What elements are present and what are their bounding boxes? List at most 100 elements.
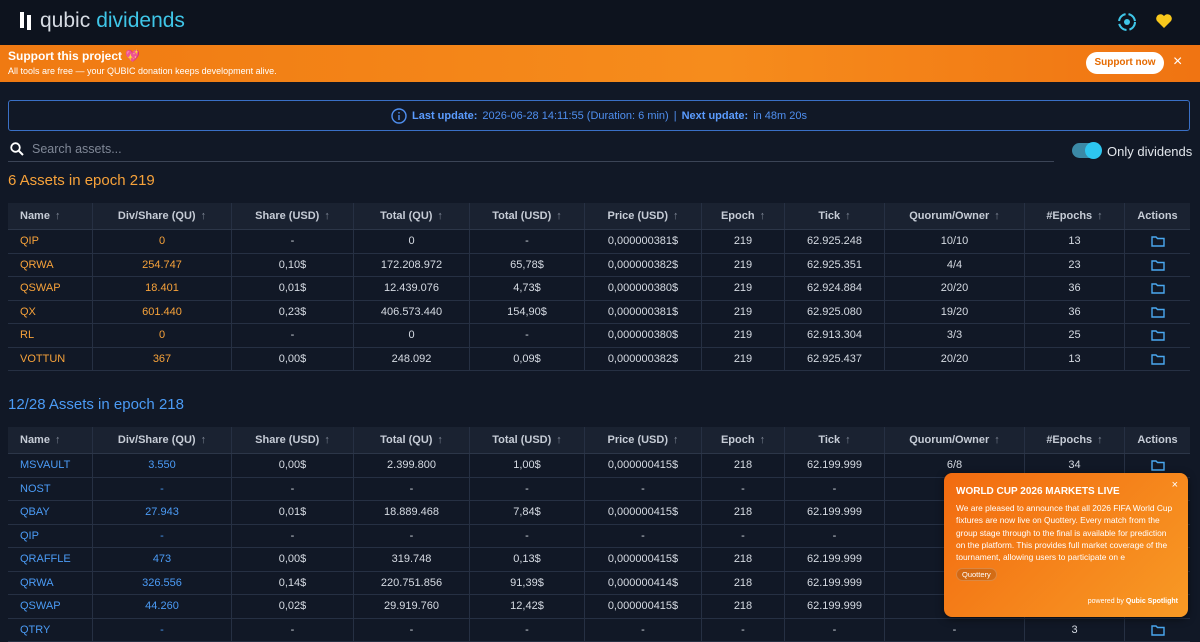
popup-close[interactable]: × (1172, 479, 1178, 491)
dividends-toggle[interactable] (1072, 143, 1101, 158)
table-header: NameDiv/Share (QU)Share (USD)Total (QU)T… (8, 203, 1190, 230)
table-cell: 4/4 (885, 254, 1025, 277)
folder-icon[interactable] (1151, 306, 1165, 318)
table-cell: 0,10$ (232, 254, 354, 277)
table-cell: - (93, 525, 232, 548)
table-cell: - (232, 324, 354, 347)
column-header[interactable]: #Epochs (1025, 427, 1125, 453)
table-cell: 4,73$ (470, 277, 585, 300)
table-cell: 0 (354, 324, 470, 347)
column-header[interactable]: Total (USD) (470, 427, 585, 453)
column-header[interactable]: Total (QU) (354, 203, 470, 229)
column-header[interactable]: Quorum/Owner (885, 427, 1025, 453)
table-cell: QBAY (8, 501, 93, 524)
table-cell: 62.925.080 (785, 301, 885, 324)
table-cell: 219 (702, 254, 785, 277)
table-cell: - (585, 478, 702, 501)
banner-text: All tools are free — your QUBIC donation… (8, 66, 277, 76)
column-header[interactable]: Share (USD) (232, 203, 354, 229)
table-cell: 18.401 (93, 277, 232, 300)
column-header[interactable]: Quorum/Owner (885, 203, 1025, 229)
table-cell: 18.889.468 (354, 501, 470, 524)
table-cell: 7,84$ (470, 501, 585, 524)
table-cell: 219 (702, 277, 785, 300)
table-cell: 19/20 (885, 301, 1025, 324)
table-cell: - (354, 478, 470, 501)
column-header[interactable]: Epoch (702, 427, 785, 453)
table-cell: QIP (8, 230, 93, 253)
column-header[interactable]: Name (8, 203, 93, 229)
table-cell: QX (8, 301, 93, 324)
banner-close[interactable]: × (1173, 53, 1182, 71)
table-cell: - (354, 525, 470, 548)
table-cell: 0,000000381$ (585, 301, 702, 324)
support-button[interactable]: Support now (1086, 52, 1164, 74)
column-header[interactable]: Total (USD) (470, 203, 585, 229)
table-cell: 254.747 (93, 254, 232, 277)
table-cell: 10/10 (885, 230, 1025, 253)
table-cell: 62.924.884 (785, 277, 885, 300)
column-header[interactable]: Share (USD) (232, 427, 354, 453)
column-header[interactable]: Price (USD) (585, 427, 702, 453)
folder-icon[interactable] (1151, 235, 1165, 247)
table-cell: 29.919.760 (354, 595, 470, 618)
logo-text-accent: dividends (96, 9, 185, 33)
table-cell: 44.260 (93, 595, 232, 618)
table-cell: - (232, 478, 354, 501)
table-cell: 0,000000381$ (585, 230, 702, 253)
table-cell: 25 (1025, 324, 1125, 347)
column-header[interactable]: Tick (785, 427, 885, 453)
table-cell: 218 (702, 595, 785, 618)
table-cell: - (702, 478, 785, 501)
column-header[interactable]: #Epochs (1025, 203, 1125, 229)
table-cell: - (702, 525, 785, 548)
banner-title: Support this project 💖 (8, 49, 140, 63)
table-cell: 0,000000414$ (585, 572, 702, 595)
column-header[interactable]: Total (QU) (354, 427, 470, 453)
table-cell: 319.748 (354, 548, 470, 571)
info-icon (391, 108, 407, 124)
section-title: 6 Assets in epoch 219 (8, 172, 155, 189)
section-title: 12/28 Assets in epoch 218 (8, 396, 184, 413)
folder-icon[interactable] (1151, 329, 1165, 341)
table-cell: - (470, 324, 585, 347)
table-cell: - (470, 478, 585, 501)
table-cell: 62.925.351 (785, 254, 885, 277)
popup-tag[interactable]: Quottery (956, 568, 997, 581)
table-cell: QRWA (8, 254, 93, 277)
asset-table: NameDiv/Share (QU)Share (USD)Total (QU)T… (8, 203, 1190, 371)
column-header[interactable]: Div/Share (QU) (93, 427, 232, 453)
column-header[interactable]: Tick (785, 203, 885, 229)
column-header[interactable]: Price (USD) (585, 203, 702, 229)
table-cell: QSWAP (8, 277, 93, 300)
favorites-icon[interactable] (1155, 13, 1173, 29)
search-input[interactable]: Search assets... (8, 139, 1054, 162)
table-cell: 62.199.999 (785, 501, 885, 524)
column-header[interactable]: Epoch (702, 203, 785, 229)
table-cell: 62.925.437 (785, 348, 885, 371)
column-header[interactable]: Actions (1125, 203, 1190, 229)
table-cell: 0,02$ (232, 595, 354, 618)
folder-icon[interactable] (1151, 459, 1165, 471)
table-cell: 0,01$ (232, 501, 354, 524)
column-header[interactable]: Div/Share (QU) (93, 203, 232, 229)
folder-icon[interactable] (1151, 259, 1165, 271)
folder-icon[interactable] (1151, 282, 1165, 294)
table-cell: 1,00$ (470, 454, 585, 477)
table-cell: - (232, 525, 354, 548)
update-info: Last update: 2026-06-28 14:11:55 (Durati… (8, 100, 1190, 131)
column-header[interactable]: Name (8, 427, 93, 453)
folder-icon[interactable] (1151, 353, 1165, 365)
table-cell: QRAFFLE (8, 548, 93, 571)
table-cell: MSVAULT (8, 454, 93, 477)
network-icon[interactable] (1117, 12, 1137, 32)
table-cell: - (585, 525, 702, 548)
table-cell: 172.208.972 (354, 254, 470, 277)
next-update-label: Next update: (682, 110, 749, 122)
column-header[interactable]: Actions (1125, 427, 1190, 453)
logo-text: qubic (40, 9, 90, 33)
table-cell: 36 (1025, 277, 1125, 300)
